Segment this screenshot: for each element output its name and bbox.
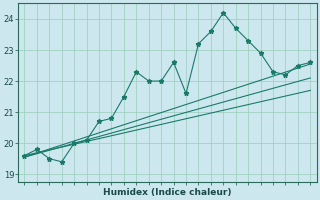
X-axis label: Humidex (Indice chaleur): Humidex (Indice chaleur): [103, 188, 232, 197]
